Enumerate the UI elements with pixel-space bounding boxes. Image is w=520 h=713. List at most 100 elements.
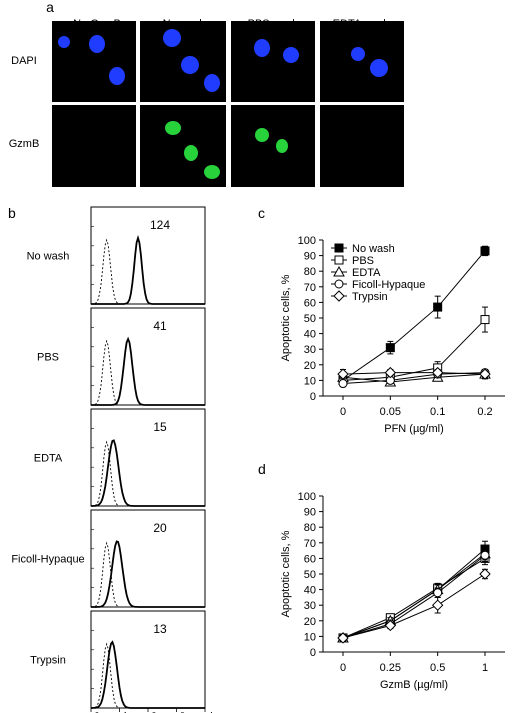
y-tick-label: 30 <box>304 600 316 612</box>
series-line <box>342 548 486 639</box>
data-point <box>384 366 397 379</box>
y-tick-label: 90 <box>304 507 316 519</box>
nucleus <box>181 56 199 74</box>
gzmb-spot <box>165 121 181 135</box>
histogram-control-curve <box>91 541 205 608</box>
histogram-control-curve <box>91 339 205 406</box>
y-tick-label: 100 <box>298 491 316 503</box>
x-tick-label: 0 <box>340 662 346 674</box>
data-point <box>334 255 344 265</box>
data-point <box>431 599 444 611</box>
histogram-label: EDTA <box>34 453 63 465</box>
legend-label: EDTA <box>352 267 381 279</box>
histogram-frame <box>90 307 206 406</box>
y-tick-label: 100 <box>298 235 316 247</box>
y-tick-label: 70 <box>304 282 316 294</box>
series <box>337 568 491 644</box>
series-line <box>342 319 486 381</box>
histogram-sample-curve <box>91 234 205 305</box>
y-tick-label: 30 <box>304 344 316 356</box>
panel-label-b: b <box>8 205 16 221</box>
data-point <box>385 343 395 353</box>
image-dapi-edta-wash <box>320 21 404 102</box>
data-point <box>334 243 344 253</box>
x-tick-label: 0.05 <box>380 406 401 418</box>
histogram-mfi-value: 13 <box>153 622 167 636</box>
series <box>338 540 490 643</box>
series-line <box>342 372 486 385</box>
histogram-sample-curve <box>91 540 205 608</box>
nucleus <box>58 36 70 48</box>
series-line <box>342 554 486 639</box>
image-gzmb-edta-wash <box>320 105 404 187</box>
gzmb-signal <box>165 121 288 179</box>
data-point <box>337 632 349 644</box>
histogram-label: Trypsin <box>30 655 66 667</box>
data-point <box>433 588 443 598</box>
x-tick-label: 0.2 <box>477 406 492 418</box>
data-point <box>480 550 490 560</box>
series <box>337 546 491 643</box>
gzmb-spot <box>184 145 198 161</box>
histogram-sample-curve <box>91 439 205 507</box>
y-tick-label: 60 <box>304 297 316 309</box>
panel-b: b No wash 124 PBS 41 EDTA 15 Ficoll-Hypaque 20 T… <box>8 205 213 713</box>
gzmb-spot <box>276 139 288 153</box>
data-point <box>333 290 345 302</box>
nucleus <box>254 39 270 57</box>
x-tick-label: 0 <box>340 406 346 418</box>
series-line <box>342 553 486 639</box>
data-point <box>384 619 397 632</box>
y-tick-label: 80 <box>304 266 316 278</box>
histogram-control-curve <box>91 238 205 305</box>
histogram-mfi-value: 124 <box>150 218 170 232</box>
histogram-mfi-value: 20 <box>153 521 167 535</box>
series-line <box>342 373 486 383</box>
series-line <box>342 557 486 639</box>
histogram-label: Ficoll-Hypaque <box>11 554 84 566</box>
nucleus <box>204 74 220 92</box>
x-axis-label: GzmB (µg/ml) <box>380 679 448 691</box>
histogram-control-curve <box>91 440 205 507</box>
y-tick-label: 20 <box>304 360 316 372</box>
nucleus <box>109 67 125 85</box>
histogram-mfi-value: 41 <box>153 319 167 333</box>
row-label-dapi: DAPI <box>11 55 37 67</box>
histogram-sample-curve <box>91 336 205 406</box>
panel-c: c 0 10 20 30 40 50 60 70 80 90 100 0 0.05 0.1 0.2 PFN (… <box>258 205 505 435</box>
data-point <box>431 366 444 379</box>
histogram-frame <box>90 206 206 305</box>
y-tick-label: 50 <box>304 313 316 325</box>
x-tick-label: 1 <box>482 662 488 674</box>
image-dapi-pbs-wash <box>231 21 315 102</box>
row-label-gzmb: GzmB <box>9 138 40 150</box>
nucleus <box>370 59 388 77</box>
gzmb-spot <box>204 165 220 179</box>
data-point <box>337 368 349 380</box>
panel-a: a No GzmB No wash PBS wash EDTA wash DAP… <box>9 0 404 187</box>
y-tick-label: 90 <box>304 251 316 263</box>
y-axis-label: Apoptotic cells, % <box>280 530 292 617</box>
y-tick-label: 40 <box>304 585 316 597</box>
x-tick-label: 0.5 <box>430 662 445 674</box>
series <box>337 366 491 380</box>
image-dapi-no-gzmb <box>52 21 136 102</box>
image-gzmb-no-gzmb <box>52 105 136 187</box>
data-point <box>479 368 491 380</box>
panel-label-d: d <box>258 461 266 477</box>
series-line <box>342 372 486 375</box>
y-axis-label: Apoptotic cells, % <box>280 274 292 361</box>
legend-label: PBS <box>352 255 374 267</box>
y-tick-label: 60 <box>304 553 316 565</box>
data-point <box>334 279 344 289</box>
panel-label-a: a <box>46 0 54 15</box>
histogram-mfi-value: 15 <box>153 420 167 434</box>
legend-label: Ficoll-Hypaque <box>352 279 425 291</box>
nucleus <box>351 47 365 61</box>
legend-label: Trypsin <box>352 291 388 303</box>
y-tick-label: 50 <box>304 569 316 581</box>
series <box>338 551 490 643</box>
x-tick-label: 0.25 <box>380 662 401 674</box>
